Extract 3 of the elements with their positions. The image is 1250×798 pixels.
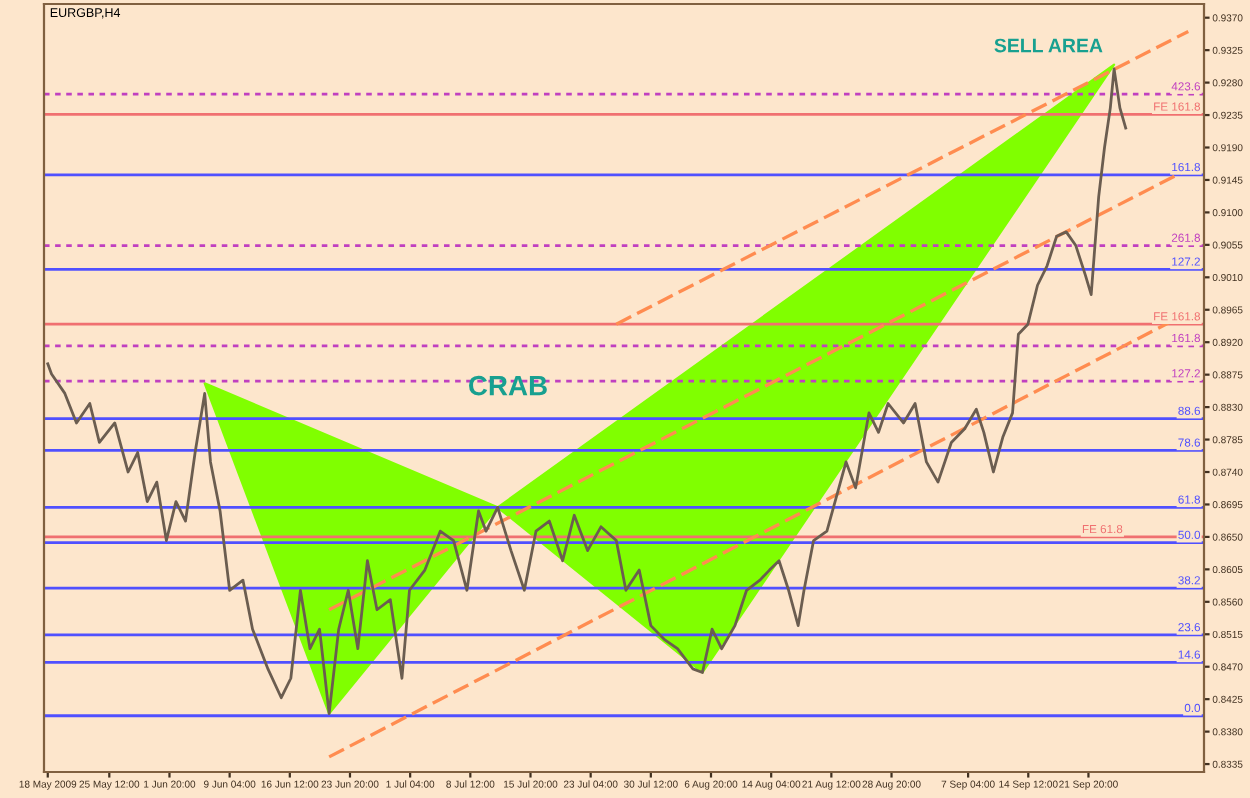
annotation: SELL AREA xyxy=(994,38,1103,53)
line-series xyxy=(46,67,1128,715)
annotation: CRAB xyxy=(469,375,547,396)
